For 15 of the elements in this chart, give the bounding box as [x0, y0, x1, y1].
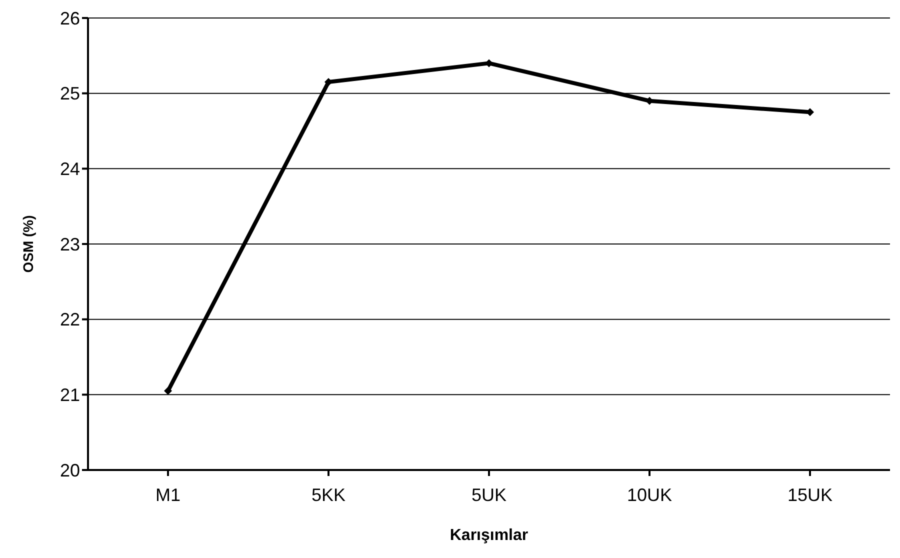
y-tick-label: 23 — [60, 234, 80, 254]
y-tick-label: 20 — [60, 460, 80, 480]
x-tick-label: 5KK — [311, 484, 346, 505]
x-axis-title: Karışımlar — [450, 527, 528, 544]
y-tick-label: 24 — [60, 159, 80, 180]
y-axis-title: OSM (%) — [20, 215, 36, 273]
y-tick-label: 26 — [60, 8, 80, 28]
y-tick-label: 22 — [60, 310, 80, 330]
x-tick-label: M1 — [155, 484, 181, 505]
x-tick-label: 5UK — [471, 484, 507, 505]
y-tick-label: 25 — [60, 84, 80, 104]
x-tick-label: 15UK — [787, 484, 833, 505]
x-tick-label: 10UK — [626, 484, 672, 505]
point — [164, 386, 172, 395]
y-tick-label: 21 — [60, 385, 80, 406]
